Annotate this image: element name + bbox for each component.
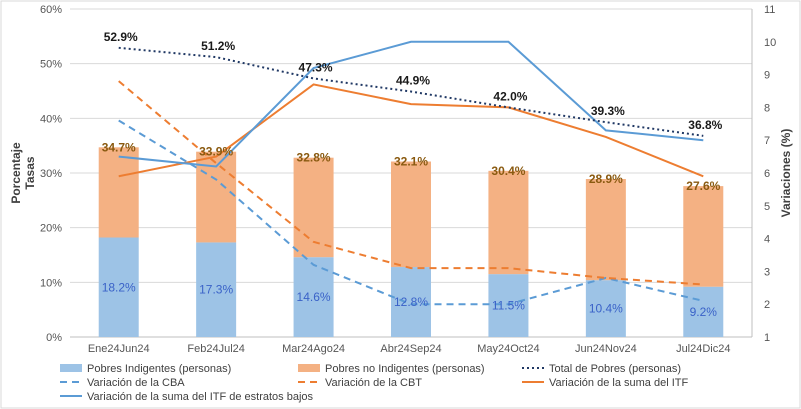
no-indigentes-data-label: 27.6% [686,179,720,193]
indigentes-data-label: 10.4% [589,302,623,316]
bar-indigentes [196,242,237,337]
y-right-tick-label: 10 [764,37,776,49]
total-data-label: 42.0% [493,89,527,103]
y-left-tick-label: 50% [40,59,62,71]
y-right-tick-label: 6 [764,168,770,180]
no-indigentes-data-label: 30.4% [491,164,525,178]
indigentes-data-label: 11.5% [492,299,525,313]
series-line-variaci-n-de-la-cbt [118,80,704,286]
series-line-variaci-n-de-la-cba [118,119,704,306]
y-left-tick-label: 0% [46,332,62,344]
bar-no-indigentes [98,147,139,238]
y-right-tick-label: 4 [764,234,770,246]
y-left-axis-title-line2: Tasas [23,156,37,189]
total-data-label: 36.8% [688,118,722,132]
y-right-tick-label: 3 [764,266,770,278]
y-right-tick-label: 8 [764,102,770,114]
bar-indigentes [488,274,529,337]
indigentes-data-label: 17.3% [199,283,233,297]
bar-indigentes [98,237,139,337]
bar-no-indigentes [488,170,529,275]
no-indigentes-data-label: 34.7% [102,140,136,154]
x-tick-label: May24Oct24 [477,343,539,355]
no-indigentes-data-label: 32.8% [297,151,331,165]
legend-swatch [60,364,82,372]
bar-indigentes [391,267,431,337]
no-indigentes-data-label: 28.9% [589,172,623,186]
no-indigentes-data-label: 32.1% [394,155,428,169]
y-left-tick-label: 30% [40,168,62,180]
bar-no-indigentes [683,186,724,287]
bar-indigentes [683,286,724,337]
y-left-tick-label: 20% [40,223,62,235]
x-tick-label: Jul24Dic24 [676,343,730,355]
y-left-tick-label: 60% [40,4,62,16]
total-data-label: 44.9% [396,74,430,88]
bar-no-indigentes [585,179,626,281]
x-tick-label: Jun24Nov24 [575,343,637,355]
indigentes-data-label: 9.2% [690,305,718,319]
y-left-tick-label: 10% [40,277,62,289]
legend-swatch [298,364,320,372]
x-tick-label: Mar24Ago24 [282,343,345,355]
total-data-label: 51.2% [201,39,235,53]
x-tick-label: Ene24Jun24 [88,343,150,355]
legend-label: Variación de la CBA [87,377,185,389]
y-left-tick-label: 40% [40,113,62,125]
bar-no-indigentes [293,157,334,258]
y-left-axis-title-line1: Porcentaje [9,142,23,204]
no-indigentes-data-label: 33.9% [199,145,233,159]
indigentes-data-label: 18.2% [102,280,136,294]
total-data-label: 39.3% [591,104,625,118]
legend-label: Total de Pobres (personas) [549,363,681,375]
x-tick-label: Abr24Sep24 [380,343,441,355]
x-tick-label: Feb24Jul24 [187,343,245,355]
series-line-total-pobres [118,46,704,137]
legend-label: Variación de la suma del ITF [549,377,688,389]
bar-indigentes [585,280,626,337]
bar-no-indigentes [391,161,431,268]
legend-label: Variación de la CBT [325,377,422,389]
series-line-variaci-n-de-la-suma-del-itf-de-estratos-bajos [118,40,704,168]
y-right-tick-label: 11 [764,4,775,16]
legend-label: Pobres Indigentes (personas) [87,363,231,375]
y-right-tick-label: 5 [764,201,770,213]
y-right-tick-label: 1 [764,332,770,344]
total-data-label: 52.9% [104,30,138,44]
y-right-tick-label: 7 [764,135,770,147]
y-right-tick-label: 2 [764,299,770,311]
y-right-tick-label: 9 [764,70,770,82]
series-line-variaci-n-de-la-suma-del-itf [118,83,704,178]
indigentes-data-label: 14.6% [297,290,331,304]
legend-label: Variación de la suma del ITF de estratos… [87,391,314,403]
y-right-axis-title: Variaciones (%) [779,129,793,218]
legend-label: Pobres no Indigentes (personas) [325,363,485,375]
indigentes-data-label: 12.8% [394,295,428,309]
total-data-label: 47.3% [299,60,333,74]
